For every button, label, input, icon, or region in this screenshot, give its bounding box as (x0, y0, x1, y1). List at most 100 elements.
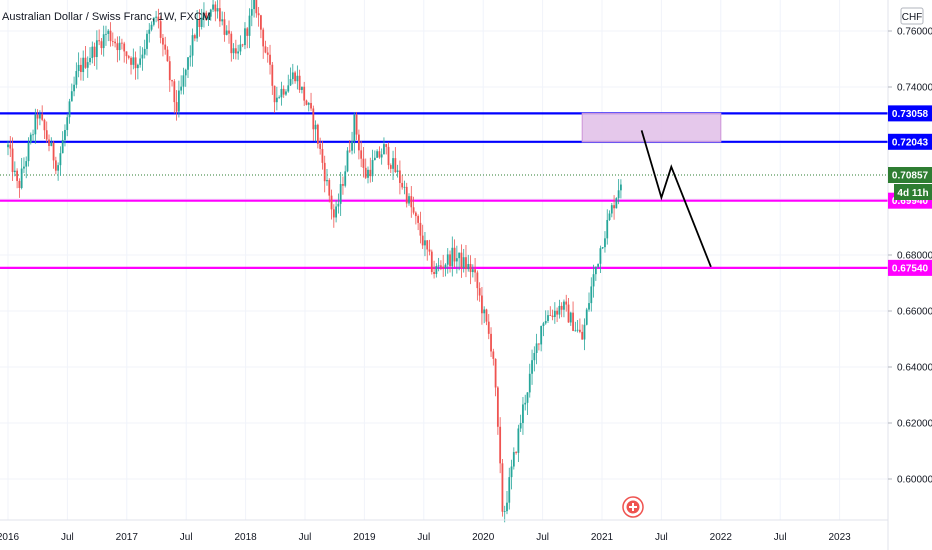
candle-body (191, 35, 194, 56)
candle-body (412, 207, 415, 213)
resistance-zone (581, 112, 722, 143)
candle-body (583, 324, 586, 340)
candle-body (64, 130, 66, 140)
candle-body (581, 331, 584, 340)
candle-body (200, 17, 203, 27)
candle-body (351, 141, 353, 151)
candle-body (146, 33, 148, 49)
candle-body (180, 86, 183, 91)
candle-body (355, 114, 358, 135)
candle-body (499, 426, 502, 464)
horizontal-levels (0, 112, 888, 269)
candle-body (80, 64, 82, 73)
candle-body (278, 97, 281, 99)
candle-body (601, 247, 604, 249)
candle-body (476, 272, 479, 289)
candle-body (152, 17, 155, 25)
candle-body (282, 88, 285, 95)
candle-body (82, 57, 85, 73)
x-tick-label: Jul (180, 532, 193, 543)
candle-body (387, 146, 390, 166)
candle-body (360, 150, 363, 159)
candle-body (234, 48, 237, 54)
candle-body (433, 272, 435, 275)
candle-body (182, 75, 185, 87)
candle-body (75, 71, 78, 85)
candle-body (159, 21, 162, 38)
candle-body (260, 15, 262, 30)
candle-body (446, 254, 449, 265)
candle-body (77, 64, 80, 72)
candle-body (162, 37, 164, 45)
candle-body (239, 44, 242, 52)
candle-body (449, 254, 451, 267)
candle-body (528, 373, 531, 393)
candle-body (228, 30, 230, 34)
level-tag-label: 0.73058 (892, 109, 929, 120)
candle-body (483, 309, 486, 314)
candle-body (150, 24, 153, 30)
candle-body (102, 34, 105, 49)
candle-body (134, 57, 137, 69)
candle-body (378, 151, 381, 158)
candle-body (508, 477, 511, 503)
current-price-tag (888, 167, 932, 184)
candle-body (403, 186, 406, 188)
candle-body (474, 269, 476, 273)
candle-body (440, 265, 442, 267)
y-tick-label: 0.60000 (897, 475, 932, 486)
level-tag-label: 0.72043 (892, 137, 929, 148)
candle-body (187, 57, 189, 70)
candle-body (157, 16, 160, 22)
candle-body (330, 195, 333, 210)
time-axis[interactable]: 2016 Jul 2017 Jul 2018 Jul 2019 Jul 2020 Jul 2021 J… (0, 519, 888, 543)
candle-body (569, 312, 572, 323)
candle-body (522, 404, 524, 424)
candle-body (519, 423, 522, 429)
candlestick-series (7, 0, 622, 523)
candle-body (289, 79, 292, 86)
x-tick-label: Jul (536, 532, 549, 543)
candle-body (100, 41, 103, 49)
price-axis[interactable]: 0.760000.740000.720000.700000.680000.660… (887, 0, 932, 550)
candle-body (401, 182, 404, 188)
candle-body (512, 452, 515, 467)
candle-body (20, 168, 23, 188)
candle-body (307, 102, 310, 105)
candle-body (287, 85, 290, 92)
candle-body (535, 343, 538, 353)
candle-body (597, 263, 600, 267)
x-tick-label: 2018 (234, 532, 257, 543)
chart-title: Australian Dollar / Swiss Franc, 1W, FXC… (2, 11, 211, 23)
candle-body (116, 43, 119, 51)
candle-body (223, 19, 226, 35)
candle-body (73, 84, 75, 92)
candle-body (43, 119, 46, 131)
candle-body (16, 170, 19, 181)
candle-body (579, 329, 581, 332)
x-tick-label: Jul (417, 532, 430, 543)
candle-body (280, 88, 283, 98)
candle-body (89, 58, 91, 63)
projection-path (640, 130, 712, 268)
candle-body (424, 240, 426, 246)
candle-body (321, 148, 324, 163)
candle-body (408, 196, 410, 204)
candle-body (560, 305, 563, 310)
candle-body (155, 16, 157, 18)
currency-badge[interactable]: CHF (900, 7, 924, 25)
candle-body (168, 61, 171, 81)
candle-body (219, 8, 221, 22)
drawings (581, 112, 722, 268)
alert-icon[interactable] (622, 496, 644, 518)
candle-body (490, 333, 492, 352)
candle-body (95, 40, 98, 58)
candle-body (417, 216, 420, 223)
candle-body (551, 315, 554, 318)
x-tick-label: Jul (61, 532, 74, 543)
candle-body (435, 266, 438, 275)
x-tick-label: 2021 (591, 532, 614, 543)
candle-body (310, 102, 312, 109)
candle-body (460, 252, 463, 269)
